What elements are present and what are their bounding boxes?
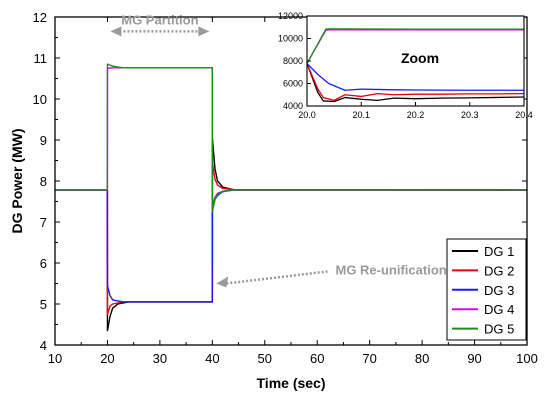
legend-label-1: DG 1	[484, 244, 514, 259]
legend-label-2: DG 2	[484, 263, 514, 278]
y-tick-label: 11	[34, 51, 48, 66]
annotation-partition-arrowhead-left	[110, 26, 122, 37]
inset-series-line-5	[306, 28, 524, 64]
annotation-reunification-label: MG Re-unification	[335, 263, 446, 278]
x-tick-label: 60	[310, 351, 324, 366]
x-tick-label: 100	[516, 351, 538, 366]
inset-x-tick-label: 20.3	[461, 110, 479, 120]
y-tick-label: 5	[40, 297, 47, 312]
y-tick-label: 9	[40, 133, 47, 148]
inset-series-line-3	[306, 63, 524, 91]
x-tick-label: 70	[362, 351, 376, 366]
inset-y-tick-label: 4000	[283, 101, 303, 111]
x-tick-label: 40	[205, 351, 219, 366]
series-line-5	[55, 63, 527, 213]
y-tick-label: 7	[40, 215, 47, 230]
inset-x-tick-label: 20.2	[407, 110, 425, 120]
y-tick-label: 6	[40, 256, 47, 271]
inset-y-tick-label: 8000	[283, 56, 303, 66]
inset-y-tick-label: 6000	[283, 79, 303, 89]
inset-x-tick-label: 20.1	[352, 110, 370, 120]
annotation-reunification-shaft	[226, 270, 328, 285]
inset-x-tick-label: 20.0	[298, 110, 316, 120]
x-axis-title: Time (sec)	[257, 375, 326, 391]
inset-series-line-1	[306, 63, 525, 103]
y-axis-title: DG Power (MW)	[9, 129, 25, 234]
y-tick-label: 4	[40, 338, 47, 353]
annotation-reunification-arrowhead	[216, 276, 229, 288]
legend-label-4: DG 4	[484, 302, 514, 317]
annotation-partition-arrowhead-right	[198, 26, 210, 37]
inset-series-line-2	[306, 63, 525, 102]
inset-x-tick-label: 20.4	[515, 110, 533, 120]
inset-background	[307, 16, 524, 106]
x-tick-label: 80	[415, 351, 429, 366]
x-tick-label: 50	[258, 351, 272, 366]
inset-title: Zoom	[401, 50, 439, 66]
inset-y-tick-label: 12000	[278, 11, 303, 21]
y-tick-label: 12	[33, 10, 47, 25]
x-tick-label: 30	[153, 351, 167, 366]
x-tick-label: 90	[467, 351, 481, 366]
legend-label-3: DG 3	[484, 283, 514, 298]
y-tick-label: 8	[40, 174, 47, 189]
x-tick-label: 20	[100, 351, 114, 366]
legend-label-5: DG 5	[484, 322, 514, 337]
y-tick-label: 10	[33, 92, 47, 107]
annotation-partition-label: MG Partition	[121, 12, 198, 27]
x-tick-label: 10	[48, 351, 62, 366]
inset-y-tick-label: 10000	[278, 34, 303, 44]
